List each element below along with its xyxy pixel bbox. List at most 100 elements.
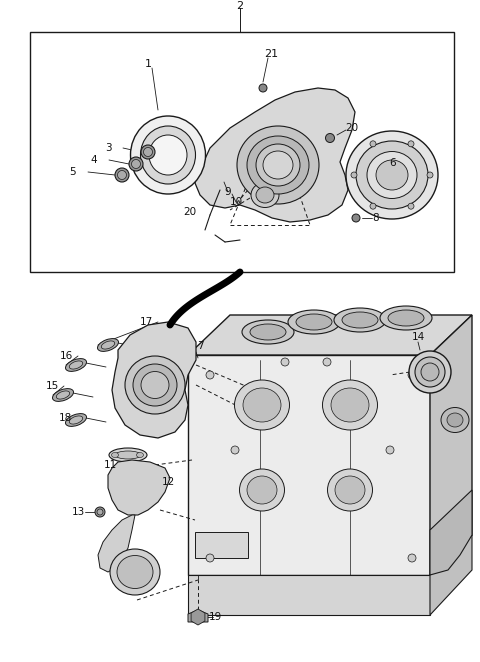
Ellipse shape [342, 312, 378, 328]
Ellipse shape [259, 84, 267, 92]
Polygon shape [430, 490, 472, 575]
Ellipse shape [65, 414, 86, 426]
Ellipse shape [367, 152, 417, 199]
Polygon shape [188, 355, 430, 575]
Ellipse shape [132, 160, 141, 169]
Text: 20: 20 [183, 207, 197, 217]
Ellipse shape [65, 359, 86, 371]
Ellipse shape [331, 388, 369, 422]
Ellipse shape [149, 135, 187, 175]
Ellipse shape [141, 126, 195, 184]
Ellipse shape [388, 310, 424, 326]
Polygon shape [188, 575, 430, 615]
Ellipse shape [109, 448, 147, 462]
Ellipse shape [263, 151, 293, 179]
Polygon shape [430, 315, 472, 575]
Text: 10: 10 [229, 197, 242, 207]
Text: 9: 9 [225, 187, 231, 197]
Text: 3: 3 [105, 143, 111, 153]
Ellipse shape [243, 388, 281, 422]
Ellipse shape [409, 351, 451, 393]
Ellipse shape [380, 306, 432, 330]
Text: 8: 8 [372, 213, 379, 223]
Ellipse shape [256, 144, 300, 186]
Ellipse shape [144, 148, 153, 156]
Ellipse shape [110, 549, 160, 595]
Text: 1: 1 [144, 59, 152, 69]
Ellipse shape [376, 160, 408, 190]
Ellipse shape [115, 168, 129, 182]
Polygon shape [112, 322, 196, 438]
Text: 16: 16 [60, 351, 72, 361]
Ellipse shape [335, 476, 365, 504]
Text: 13: 13 [72, 507, 84, 517]
Ellipse shape [97, 338, 119, 352]
Circle shape [206, 554, 214, 562]
Ellipse shape [441, 408, 469, 432]
Ellipse shape [370, 141, 376, 147]
Text: 12: 12 [161, 477, 175, 487]
Ellipse shape [447, 413, 463, 427]
Ellipse shape [56, 391, 70, 399]
Polygon shape [195, 88, 355, 222]
Ellipse shape [118, 171, 127, 179]
Ellipse shape [352, 214, 360, 222]
Circle shape [408, 371, 416, 379]
Ellipse shape [288, 310, 340, 334]
Ellipse shape [251, 183, 279, 207]
Text: 11: 11 [103, 460, 117, 470]
Ellipse shape [247, 476, 277, 504]
Text: 20: 20 [346, 123, 359, 133]
Ellipse shape [240, 469, 285, 511]
Polygon shape [98, 515, 135, 572]
Text: 14: 14 [411, 332, 425, 342]
Bar [30, 32, 454, 272]
Ellipse shape [237, 126, 319, 204]
Text: 4: 4 [91, 155, 97, 165]
Ellipse shape [334, 308, 386, 332]
Polygon shape [195, 532, 248, 558]
Text: 19: 19 [208, 612, 222, 622]
Text: 6: 6 [390, 158, 396, 168]
Ellipse shape [421, 363, 439, 381]
Polygon shape [188, 315, 472, 355]
Ellipse shape [346, 131, 438, 219]
Ellipse shape [136, 453, 144, 457]
Circle shape [281, 358, 289, 366]
Circle shape [386, 446, 394, 454]
Ellipse shape [351, 172, 357, 178]
Ellipse shape [133, 364, 177, 406]
Ellipse shape [115, 451, 141, 459]
Ellipse shape [129, 157, 143, 171]
Ellipse shape [101, 341, 115, 349]
Ellipse shape [235, 380, 289, 430]
Text: 17: 17 [139, 317, 153, 327]
Text: 15: 15 [46, 381, 59, 391]
Ellipse shape [408, 141, 414, 147]
Ellipse shape [242, 320, 294, 344]
Ellipse shape [327, 469, 372, 511]
Ellipse shape [408, 203, 414, 209]
Polygon shape [188, 610, 208, 622]
Ellipse shape [52, 389, 73, 401]
Text: 2: 2 [237, 1, 243, 11]
Ellipse shape [370, 203, 376, 209]
Ellipse shape [69, 416, 83, 424]
Ellipse shape [97, 509, 103, 515]
Ellipse shape [325, 134, 335, 142]
Text: 7: 7 [197, 341, 204, 351]
Ellipse shape [95, 507, 105, 517]
Ellipse shape [131, 116, 205, 194]
Ellipse shape [427, 172, 433, 178]
Circle shape [408, 554, 416, 562]
Polygon shape [430, 535, 472, 615]
Polygon shape [191, 609, 205, 625]
Circle shape [231, 446, 239, 454]
Text: 5: 5 [70, 167, 76, 177]
Circle shape [323, 358, 331, 366]
Text: 18: 18 [59, 413, 72, 423]
Text: 21: 21 [264, 49, 278, 59]
Circle shape [206, 371, 214, 379]
Ellipse shape [256, 187, 274, 203]
Ellipse shape [323, 380, 377, 430]
